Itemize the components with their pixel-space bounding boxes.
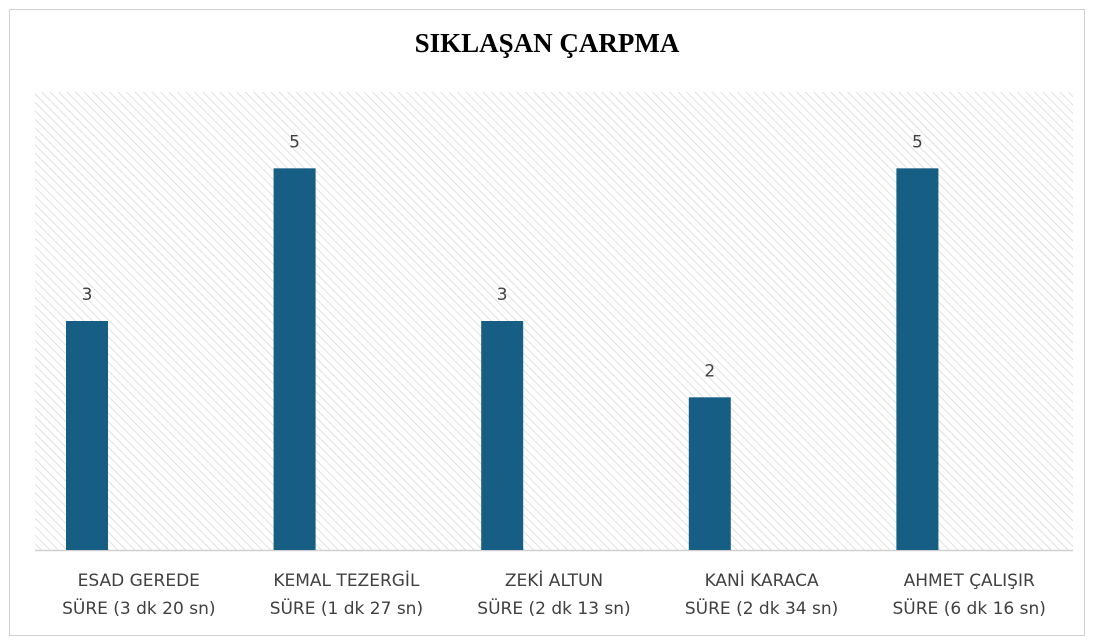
x-tick-label: KEMAL TEZERGİL bbox=[273, 570, 420, 591]
data-label: 5 bbox=[289, 132, 300, 152]
x-tick-label: SÜRE (1 dk 27 sn) bbox=[270, 597, 423, 619]
x-tick-label: KANİ KARACA bbox=[705, 570, 819, 591]
x-tick-label: SÜRE (3 dk 20 sn) bbox=[62, 597, 215, 619]
bar bbox=[66, 321, 108, 550]
bar bbox=[273, 168, 316, 551]
data-label: 3 bbox=[497, 285, 508, 305]
data-label: 5 bbox=[912, 132, 923, 152]
bar bbox=[481, 321, 524, 550]
bar bbox=[896, 168, 939, 551]
bar bbox=[688, 397, 731, 550]
x-tick-label: ESAD GEREDE bbox=[78, 571, 200, 591]
data-label: 2 bbox=[704, 361, 715, 381]
x-tick-label: AHMET ÇALIŞIR bbox=[904, 571, 1035, 591]
x-tick-label: SÜRE (2 dk 13 sn) bbox=[477, 597, 630, 619]
x-tick-label: SÜRE (6 dk 16 sn) bbox=[893, 597, 1046, 619]
chart-title: SIKLAŞAN ÇARPMA bbox=[415, 28, 680, 58]
x-tick-label: ZEKİ ALTUN bbox=[505, 570, 603, 591]
x-tick-label: SÜRE (2 dk 34 sn) bbox=[685, 597, 838, 619]
data-label: 3 bbox=[82, 285, 93, 305]
